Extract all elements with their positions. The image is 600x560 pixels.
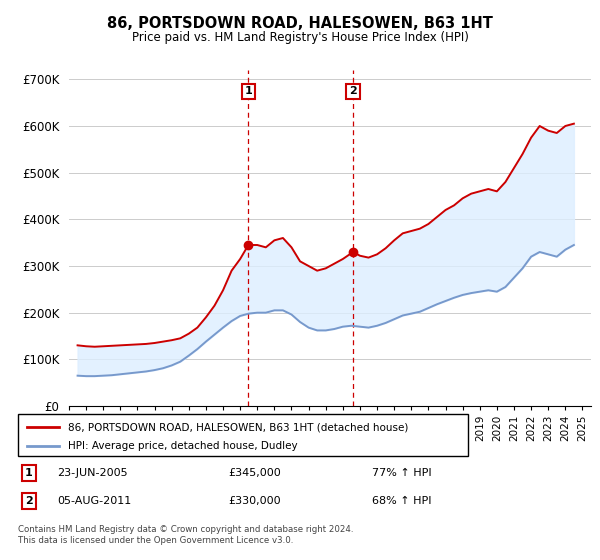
Text: Price paid vs. HM Land Registry's House Price Index (HPI): Price paid vs. HM Land Registry's House … <box>131 31 469 44</box>
Text: Contains HM Land Registry data © Crown copyright and database right 2024.
This d: Contains HM Land Registry data © Crown c… <box>18 525 353 545</box>
Text: 68% ↑ HPI: 68% ↑ HPI <box>372 496 431 506</box>
Text: £330,000: £330,000 <box>228 496 281 506</box>
FancyBboxPatch shape <box>18 414 468 456</box>
Text: 1: 1 <box>244 86 252 96</box>
Text: 2: 2 <box>349 86 357 96</box>
Text: 86, PORTSDOWN ROAD, HALESOWEN, B63 1HT: 86, PORTSDOWN ROAD, HALESOWEN, B63 1HT <box>107 16 493 31</box>
Text: 23-JUN-2005: 23-JUN-2005 <box>57 468 128 478</box>
Text: 05-AUG-2011: 05-AUG-2011 <box>57 496 131 506</box>
Text: HPI: Average price, detached house, Dudley: HPI: Average price, detached house, Dudl… <box>67 441 297 451</box>
Text: 2: 2 <box>25 496 32 506</box>
Text: 86, PORTSDOWN ROAD, HALESOWEN, B63 1HT (detached house): 86, PORTSDOWN ROAD, HALESOWEN, B63 1HT (… <box>67 422 408 432</box>
Text: £345,000: £345,000 <box>228 468 281 478</box>
Text: 77% ↑ HPI: 77% ↑ HPI <box>372 468 431 478</box>
Text: 1: 1 <box>25 468 32 478</box>
